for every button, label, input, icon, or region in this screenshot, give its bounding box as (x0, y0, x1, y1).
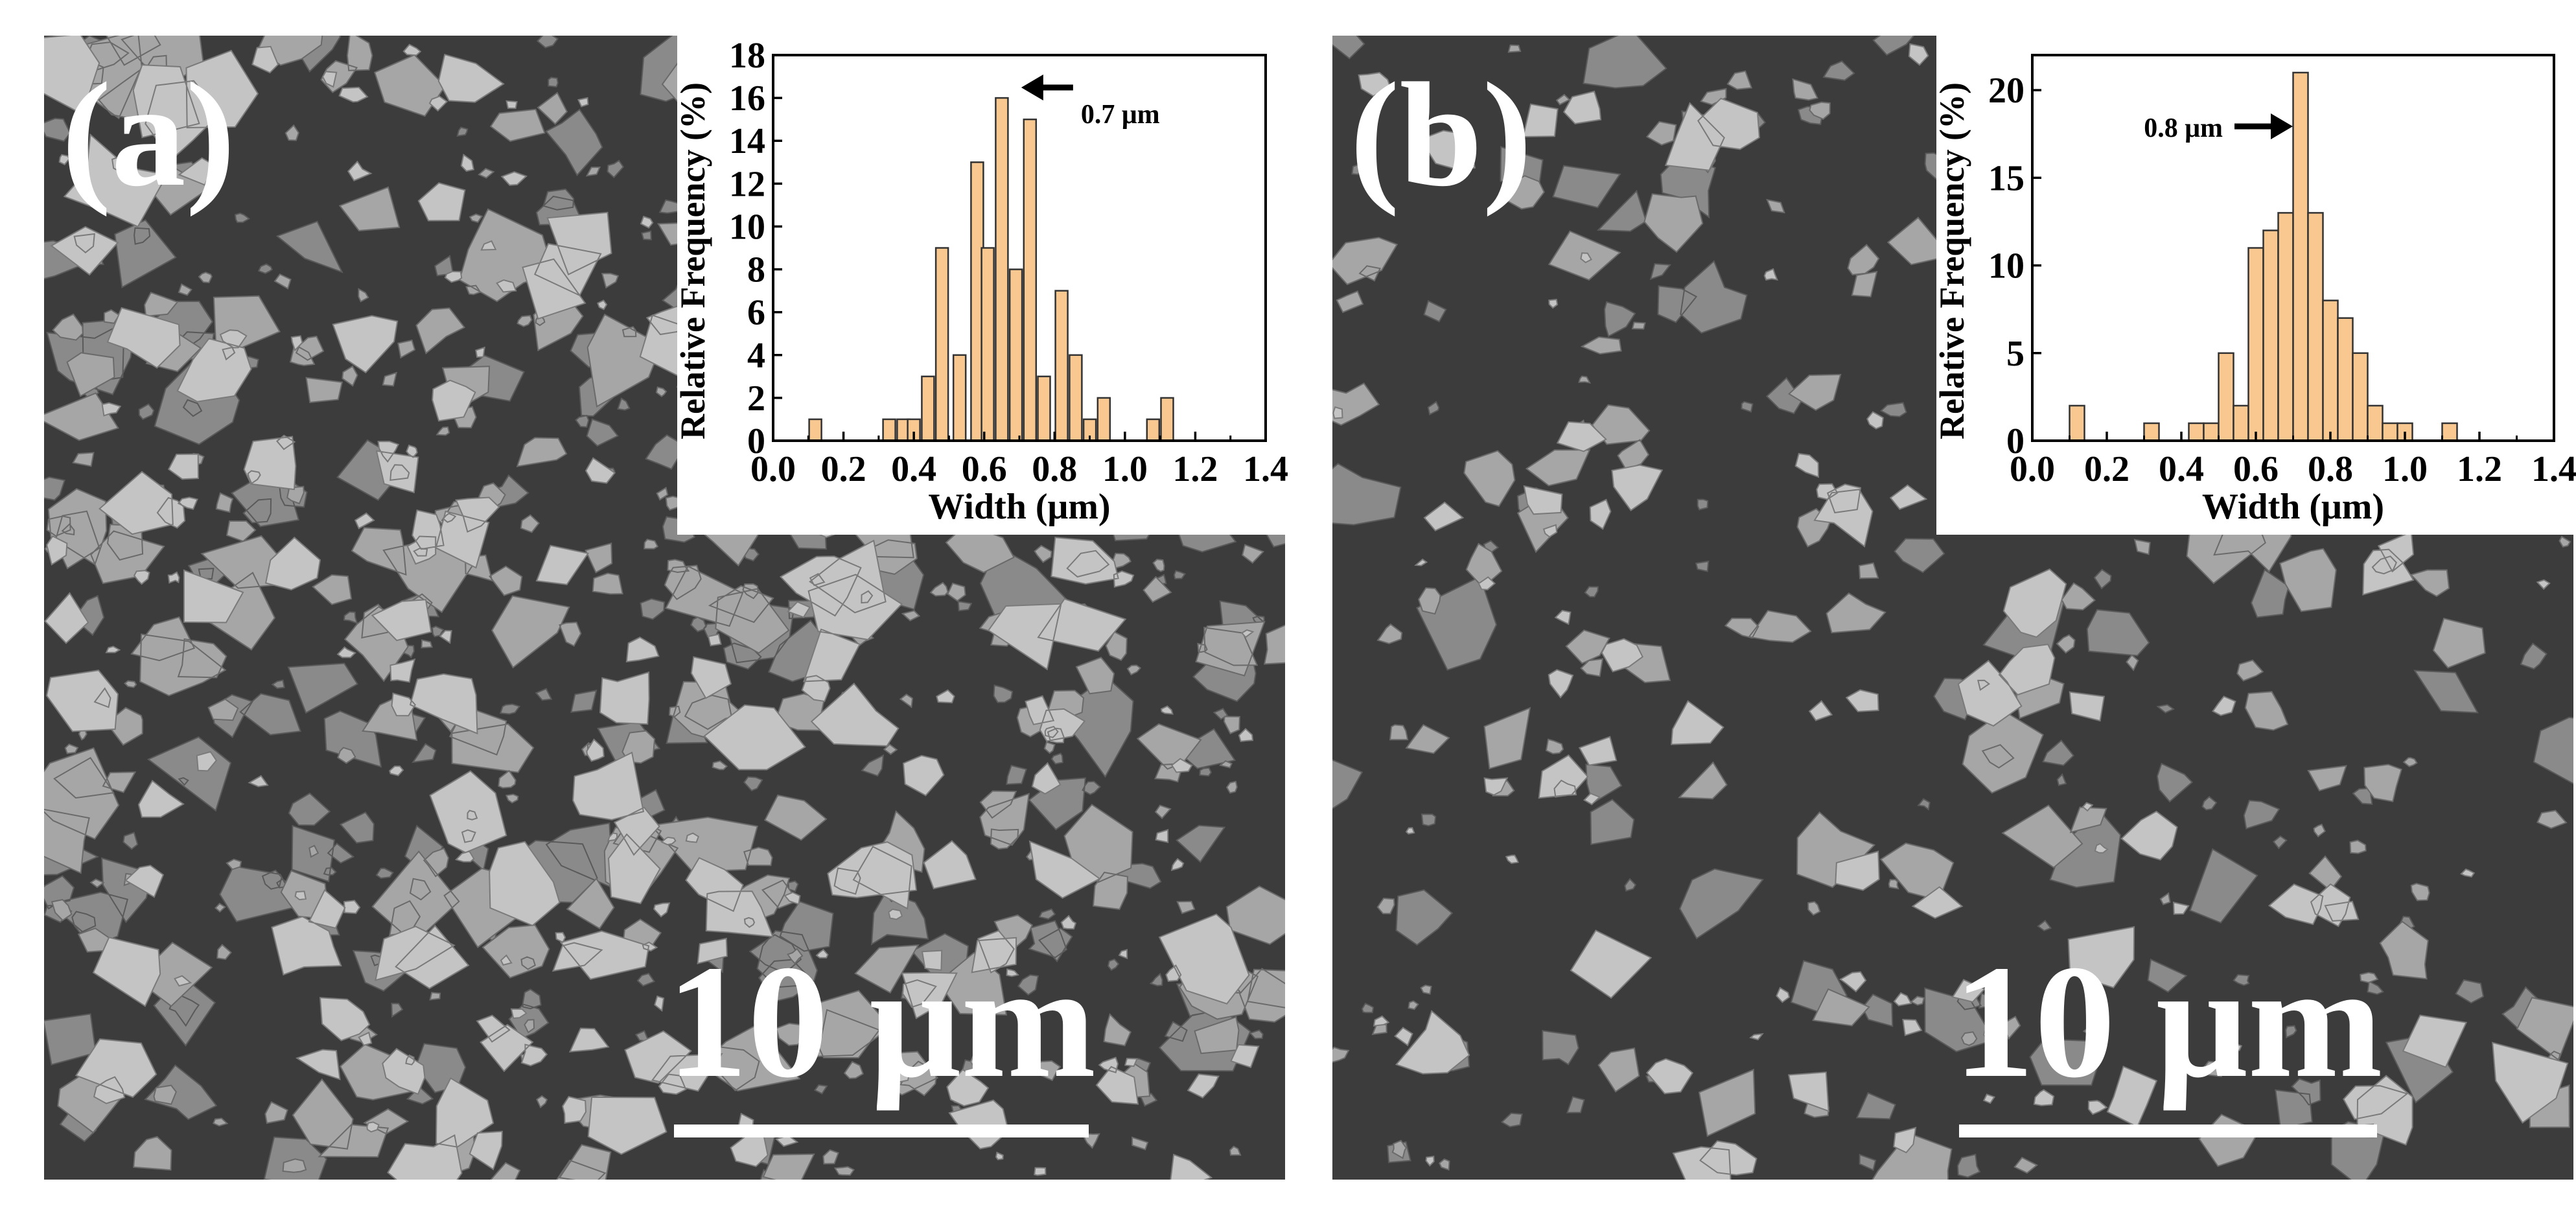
x-tick-label: 1.4 (2531, 449, 2576, 489)
histogram-bar (882, 418, 896, 442)
peak-annotation: 0.8 μm (2144, 113, 2293, 143)
scale-bar-label: 10 μm (1953, 932, 2382, 1112)
y-tick-label: 18 (729, 36, 765, 76)
histogram-bar (1160, 397, 1174, 442)
histogram-bar (995, 97, 1009, 442)
y-tick-label: 2 (747, 379, 765, 419)
histogram-bar (1023, 118, 1038, 442)
y-axis-label: Relative Frequency (%) (1932, 82, 1971, 439)
x-tick-label: 1.2 (2457, 449, 2502, 489)
x-axis-label: Width (μm) (928, 487, 1110, 527)
histogram-bar (2322, 299, 2339, 442)
y-tick-label: 5 (2006, 334, 2025, 374)
y-tick-label: 14 (729, 121, 765, 161)
scale-bar (1959, 1125, 2377, 1137)
histogram-inset: 0.0 0.2 0.4 0.6 0.8 1.0 1.2 1.4 0 5 10 15 20 Width (μ… (1932, 36, 2576, 535)
histogram-bar (934, 247, 949, 442)
y-axis-label: Relative Frequency (%) (673, 82, 712, 439)
scale-bar (674, 1125, 1089, 1137)
y-tick-label: 4 (747, 336, 765, 376)
x-tick-label: 0.2 (821, 449, 866, 489)
panel-b: (b) 10 μm 0.0 0.2 0.4 0.6 0.8 1.0 1.2 1.4 0 5 10 15 20… (1288, 0, 2576, 1212)
histogram-bar (1037, 375, 1051, 442)
histogram-bar (2069, 404, 2085, 442)
scale-bar-label: 10 μm (667, 932, 1096, 1112)
x-tick-label: 0.0 (750, 449, 796, 489)
histogram-bar (2188, 422, 2205, 442)
histogram-bar (1146, 418, 1161, 442)
y-tick-label: 20 (1988, 71, 2025, 111)
panel-b-figure: (b) 10 μm 0.0 0.2 0.4 0.6 0.8 1.0 1.2 1.4 0 5 10 15 20… (1332, 36, 2576, 1180)
histogram-bar (952, 354, 967, 442)
histogram-bar (2218, 352, 2234, 442)
x-tick-label: 1.2 (1172, 449, 1218, 489)
panel-a: (a) 10 μm 0.0 0.2 0.4 0.6 0.8 1.0 1.2 1.4 0 2 4 6 8 10 1… (44, 36, 1288, 1180)
histogram-bar (2203, 422, 2220, 442)
y-tick-label: 12 (729, 164, 765, 204)
y-tick-label: 15 (1988, 158, 2025, 198)
y-tick-label: 8 (747, 250, 765, 290)
x-tick-label: 1.0 (2382, 449, 2428, 489)
x-tick-label: 1.4 (1243, 449, 1288, 489)
y-tick-label: 16 (729, 78, 765, 119)
histogram-bar (2382, 422, 2398, 442)
histogram-bar (1069, 354, 1083, 442)
histogram-bar (2441, 422, 2458, 442)
y-tick-label: 0 (2006, 421, 2025, 461)
histogram-bar (2307, 212, 2324, 442)
panel-label: (a) (62, 52, 235, 217)
histogram-bar (2277, 212, 2294, 442)
x-tick-label: 0.6 (2233, 449, 2279, 489)
histogram-bar (2143, 422, 2160, 442)
histogram-bar (1054, 290, 1069, 442)
x-tick-label: 0.8 (2308, 449, 2353, 489)
histogram-bar (2337, 317, 2354, 442)
x-tick-label: 0.4 (2159, 449, 2204, 489)
panel-label: (b) (1350, 52, 1532, 217)
x-tick-label: 1.0 (1102, 449, 1148, 489)
histogram-bar (808, 418, 822, 442)
histogram-bar (921, 375, 935, 442)
histogram-bar (2262, 229, 2279, 442)
panel-a-figure: (a)10 μm0.0 0.2 0.4 0.6 0.8 1.0 1.2 1.402468101… (44, 36, 1288, 1180)
histogram-bar (2233, 404, 2249, 442)
histogram-bar (2292, 71, 2309, 442)
peak-annotation: 0.7 μm (1021, 75, 1160, 130)
y-tick-label: 0 (747, 421, 765, 461)
peak-annotation-text: 0.8 μm (2144, 113, 2223, 143)
x-tick-label: 0.8 (1032, 449, 1077, 489)
peak-annotation-text: 0.7 μm (1081, 100, 1160, 130)
x-axis-label: Width (μm) (2202, 487, 2384, 527)
y-tick-label: 10 (729, 207, 765, 247)
histogram-bar (981, 247, 995, 442)
arrow-icon (1021, 75, 1043, 100)
x-tick-label: 0.0 (2010, 449, 2055, 489)
arrow-icon (2271, 113, 2293, 139)
x-tick-label: 0.2 (2084, 449, 2129, 489)
y-tick-label: 6 (747, 293, 765, 333)
histogram-bar (2367, 404, 2384, 442)
x-tick-label: 0.6 (962, 449, 1007, 489)
histogram-bar (2247, 247, 2264, 442)
y-tick-label: 10 (1988, 246, 2025, 286)
histogram-bar (1097, 397, 1111, 442)
x-tick-label: 0.4 (891, 449, 936, 489)
histogram-bar (1008, 268, 1023, 442)
histogram-bar (2352, 352, 2369, 442)
